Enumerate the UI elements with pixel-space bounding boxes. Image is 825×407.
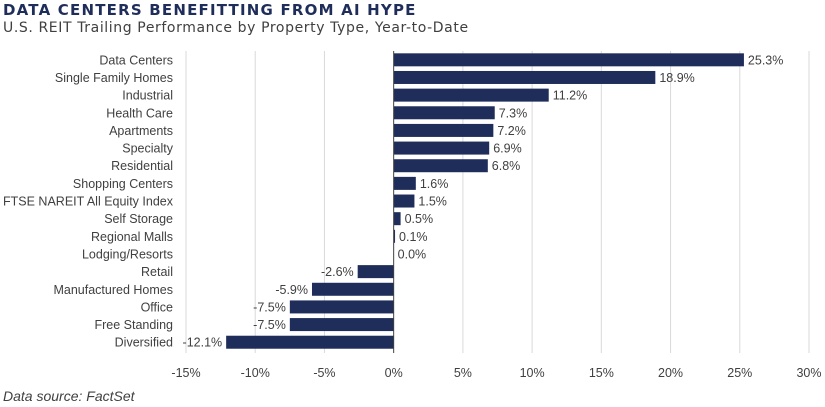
category-label: Free Standing — [94, 318, 173, 332]
bar — [393, 229, 396, 243]
data-label: 11.2% — [553, 89, 588, 103]
category-label: Lodging/Resorts — [82, 247, 173, 261]
data-label: -7.5% — [253, 300, 286, 314]
category-label: FTSE NAREIT All Equity Index — [3, 195, 174, 209]
x-tick-label: -5% — [313, 366, 335, 380]
category-label: Shopping Centers — [73, 177, 173, 191]
bar — [289, 300, 394, 314]
data-label: -5.9% — [275, 283, 308, 297]
data-label: -7.5% — [253, 318, 286, 332]
bar — [289, 318, 394, 332]
x-tick-label: 20% — [658, 366, 683, 380]
x-tick-label: 25% — [727, 366, 752, 380]
category-label: Residential — [111, 159, 173, 173]
data-label: 0.5% — [405, 212, 434, 226]
x-tick-label: 30% — [796, 366, 821, 380]
bar — [393, 53, 744, 67]
x-tick-label: -15% — [171, 366, 200, 380]
bar — [357, 265, 394, 279]
category-label: Office — [141, 300, 173, 314]
bar — [393, 159, 488, 173]
category-label: Retail — [141, 265, 173, 279]
bar — [393, 176, 416, 190]
x-tick-label: 0% — [385, 366, 403, 380]
bar — [393, 141, 490, 155]
category-label: Health Care — [106, 106, 173, 120]
x-tick-label: 10% — [520, 366, 545, 380]
x-tick-label: -10% — [241, 366, 270, 380]
data-label: -2.6% — [321, 265, 354, 279]
data-label: 0.0% — [398, 247, 427, 261]
x-tick-label: 15% — [589, 366, 614, 380]
data-label: 25.3% — [748, 53, 783, 67]
category-label: Data Centers — [99, 53, 173, 67]
bar — [393, 88, 549, 102]
category-label: Single Family Homes — [55, 71, 173, 85]
category-label: Apartments — [109, 124, 173, 138]
category-label: Diversified — [115, 336, 173, 350]
chart-subtitle: U.S. REIT Trailing Performance by Proper… — [3, 20, 469, 36]
x-tick-label: 5% — [454, 366, 472, 380]
category-label: Self Storage — [104, 212, 173, 226]
data-label: 1.6% — [420, 177, 449, 191]
bar — [393, 123, 494, 137]
bar — [393, 212, 401, 226]
category-label: Industrial — [122, 89, 173, 103]
data-label: 7.3% — [499, 106, 527, 120]
data-label: 1.5% — [418, 195, 447, 209]
data-label: 6.8% — [492, 159, 521, 173]
category-label: Manufactured Homes — [53, 283, 173, 297]
bar — [311, 282, 394, 296]
category-label: Regional Malls — [91, 230, 173, 244]
bar — [393, 194, 415, 208]
data-label: 18.9% — [659, 71, 694, 85]
data-label: 6.9% — [493, 142, 522, 156]
data-label: 7.2% — [497, 124, 526, 138]
bar — [393, 106, 495, 120]
bar — [226, 335, 394, 349]
data-label: 0.1% — [399, 230, 428, 244]
category-label: Specialty — [122, 142, 173, 156]
bar — [393, 70, 656, 84]
data-label: -12.1% — [183, 336, 223, 350]
data-source-note: Data source: FactSet — [3, 388, 135, 404]
chart-title: DATA CENTERS BENEFITTING FROM AI HYPE — [3, 1, 417, 19]
